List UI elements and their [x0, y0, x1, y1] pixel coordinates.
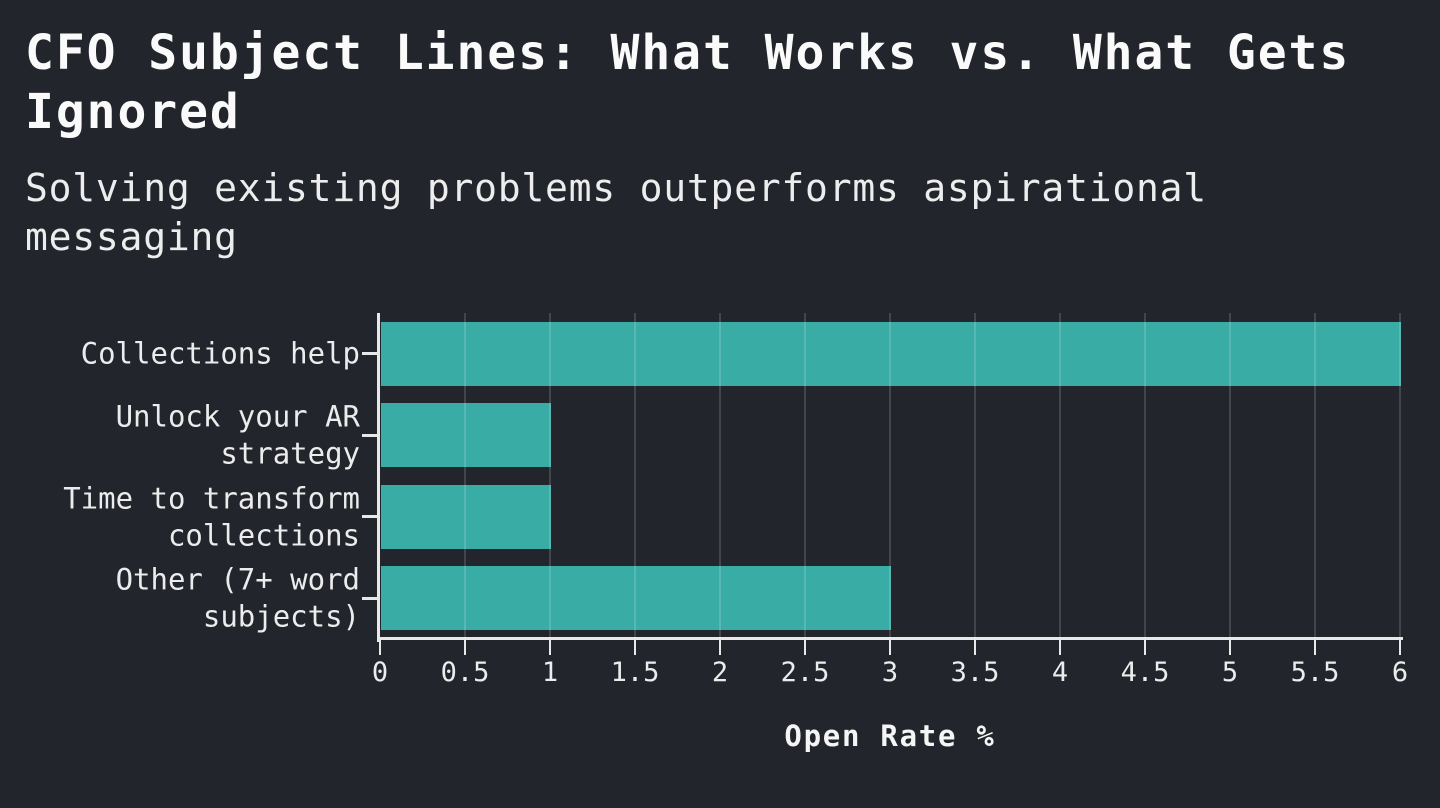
gridline: [1314, 313, 1316, 639]
x-tick: [1059, 640, 1061, 655]
category-label: Other (7+ word subjects): [115, 562, 360, 633]
x-tick: [1229, 640, 1231, 655]
x-tick: [634, 640, 636, 655]
x-tick-label: 4: [1051, 657, 1069, 688]
bar: [381, 566, 891, 630]
x-tick: [889, 640, 891, 655]
gridline: [804, 313, 806, 639]
x-axis-line: [377, 637, 1403, 640]
chart-subtitle: Solving existing problems outperforms as…: [25, 166, 1207, 260]
x-tick-label: 5: [1221, 657, 1239, 688]
gridline: [549, 313, 551, 639]
x-tick-label: 3.5: [950, 657, 1000, 688]
x-tick: [464, 640, 466, 655]
x-tick: [1144, 640, 1146, 655]
x-tick-label: 5.5: [1290, 657, 1340, 688]
category-label: Collections help: [80, 336, 360, 371]
x-tick-label: 0: [371, 657, 389, 688]
gridline: [719, 313, 721, 639]
bar: [381, 322, 1401, 386]
gridline: [464, 313, 466, 639]
x-axis-title: Open Rate %: [784, 719, 996, 753]
x-tick: [1314, 640, 1316, 655]
y-axis-line: [377, 313, 380, 642]
x-tick-label: 6: [1391, 657, 1409, 688]
x-tick-label: 3: [881, 657, 899, 688]
x-tick-label: 1.5: [610, 657, 660, 688]
x-tick: [804, 640, 806, 655]
x-tick: [974, 640, 976, 655]
y-tick: [362, 597, 378, 600]
x-tick-label: 2: [711, 657, 729, 688]
category-label: Time to transform collections: [63, 481, 360, 552]
y-tick: [362, 352, 378, 355]
x-tick-label: 1: [541, 657, 559, 688]
gridline: [1059, 313, 1061, 639]
x-tick-label: 0.5: [440, 657, 490, 688]
x-tick: [379, 640, 381, 655]
gridline: [1144, 313, 1146, 639]
x-tick-label: 4.5: [1120, 657, 1170, 688]
gridline: [1229, 313, 1231, 639]
y-tick: [362, 515, 378, 518]
gridline: [889, 313, 891, 639]
x-tick: [719, 640, 721, 655]
x-tick: [549, 640, 551, 655]
gridline: [1399, 313, 1401, 639]
category-label: Unlock your AR strategy: [115, 399, 360, 470]
x-tick-label: 2.5: [780, 657, 830, 688]
bar: [381, 403, 551, 467]
gridline: [974, 313, 976, 639]
plot-area: [380, 313, 1401, 639]
gridline: [634, 313, 636, 639]
bar: [381, 485, 551, 549]
x-tick: [1399, 640, 1401, 655]
chart-title: CFO Subject Lines: What Works vs. What G…: [25, 25, 1351, 140]
y-tick: [362, 434, 378, 437]
